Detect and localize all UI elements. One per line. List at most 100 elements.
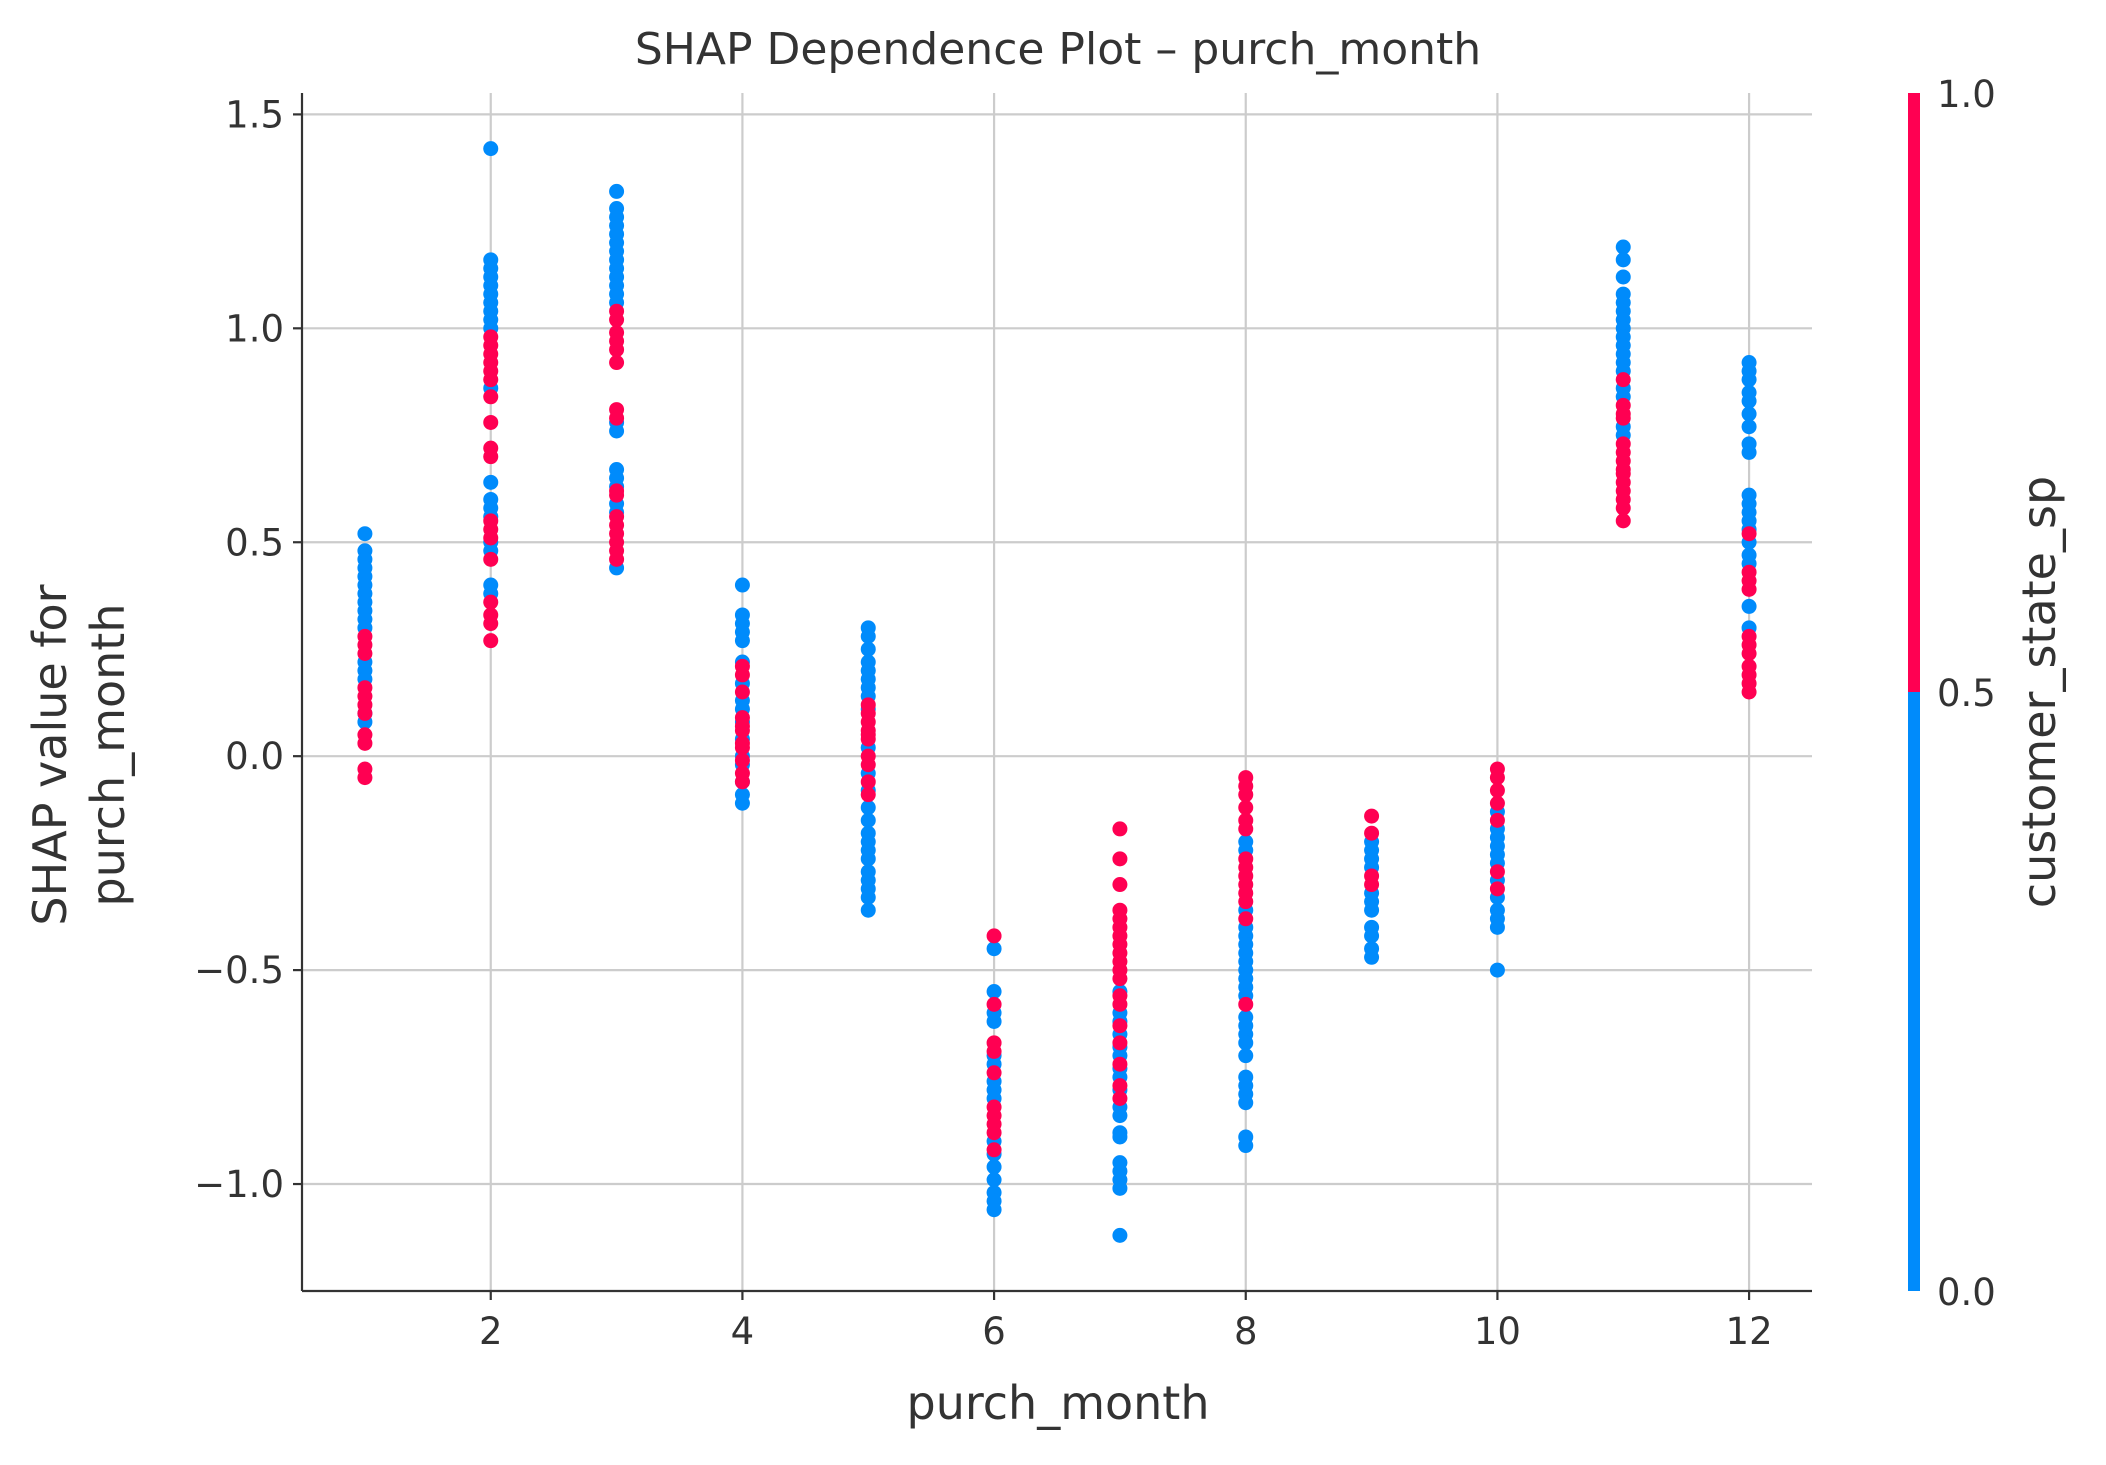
data-point <box>357 645 373 661</box>
data-point <box>483 633 499 649</box>
x-tick-label: 8 <box>1234 1310 1258 1353</box>
data-point <box>1238 787 1254 803</box>
data-point <box>1489 864 1505 880</box>
data-point <box>1112 996 1128 1012</box>
data-point <box>734 752 750 768</box>
data-point <box>860 628 876 644</box>
x-tick-label: 4 <box>731 1310 755 1353</box>
data-point <box>860 774 876 790</box>
data-point <box>734 774 750 790</box>
data-point <box>357 735 373 751</box>
data-point <box>860 812 876 828</box>
data-point <box>1489 795 1505 811</box>
data-point <box>1112 851 1128 867</box>
data-point <box>1615 269 1631 285</box>
data-point <box>1112 1180 1128 1196</box>
data-point <box>734 740 750 756</box>
x-tick-label: 2 <box>479 1310 503 1353</box>
data-point <box>860 641 876 657</box>
data-point <box>1112 1090 1128 1106</box>
data-point <box>609 312 625 328</box>
colorbar-tick-1: 0.5 <box>1937 672 1996 715</box>
data-point <box>1615 513 1631 529</box>
data-point <box>986 1013 1002 1029</box>
data-point <box>1615 252 1631 268</box>
x-tick-label: 10 <box>1474 1310 1521 1353</box>
data-point <box>483 372 499 388</box>
data-point <box>1615 410 1631 426</box>
data-point <box>1112 1056 1128 1072</box>
data-point <box>1112 1227 1128 1243</box>
data-point <box>1741 598 1757 614</box>
data-point <box>1489 881 1505 897</box>
data-point <box>483 594 499 610</box>
data-point <box>609 355 625 371</box>
data-point <box>1364 825 1380 841</box>
data-point <box>1741 581 1757 597</box>
data-point <box>986 1142 1002 1158</box>
data-point <box>1489 962 1505 978</box>
data-point <box>1112 1035 1128 1051</box>
axes <box>293 93 1812 1300</box>
data-point <box>1489 919 1505 935</box>
data-point <box>483 389 499 405</box>
data-point <box>1364 808 1380 824</box>
data-point <box>1238 996 1254 1012</box>
y-tick-label: 1.0 <box>225 307 284 350</box>
data-point <box>357 705 373 721</box>
data-point <box>483 474 499 490</box>
data-point <box>609 551 625 567</box>
data-points <box>357 141 1757 1243</box>
data-point <box>1238 800 1254 816</box>
data-point <box>986 1043 1002 1059</box>
y-tick-label: 0.0 <box>225 735 284 778</box>
y-tick-label: −0.5 <box>194 949 284 992</box>
data-point <box>860 851 876 867</box>
data-point <box>1741 645 1757 661</box>
x-axis-label: purch_month <box>907 1376 1210 1430</box>
x-tick-label: 6 <box>982 1310 1006 1353</box>
data-point <box>986 984 1002 999</box>
data-point <box>1364 902 1380 918</box>
data-point <box>1489 770 1505 786</box>
data-point <box>1741 372 1757 388</box>
data-point <box>1741 526 1757 542</box>
data-point <box>1112 821 1128 837</box>
data-point <box>734 633 750 649</box>
data-point <box>1615 372 1631 388</box>
y-axis-label-line-2: purch_month <box>81 604 135 907</box>
colorbar-gradient <box>1908 93 1920 1291</box>
y-axis-label-line-1: SHAP value for <box>23 584 77 925</box>
data-point <box>734 667 750 683</box>
data-point <box>1238 1095 1254 1111</box>
data-point <box>1112 1108 1128 1124</box>
data-point <box>1489 812 1505 828</box>
data-point <box>734 795 750 811</box>
data-point <box>483 551 499 567</box>
data-point <box>734 577 750 593</box>
series <box>1615 372 1757 700</box>
data-point <box>986 996 1002 1012</box>
data-point <box>357 770 373 786</box>
colorbar-tick-2: 1.0 <box>1937 73 1996 116</box>
y-tick-label: 1.5 <box>225 93 284 136</box>
data-point <box>860 731 876 747</box>
grid <box>302 93 1812 1291</box>
data-point <box>1238 821 1254 837</box>
data-point <box>1741 444 1757 460</box>
data-point <box>986 1125 1002 1141</box>
data-point <box>483 616 499 632</box>
data-point <box>734 723 750 739</box>
data-point <box>1489 782 1505 798</box>
data-point <box>609 410 625 426</box>
data-point <box>609 183 625 199</box>
data-point <box>1112 1078 1128 1094</box>
y-tick-label: 0.5 <box>225 521 284 564</box>
data-point <box>1238 1048 1254 1064</box>
data-point <box>1364 877 1380 893</box>
data-point <box>1112 971 1128 987</box>
data-point <box>1112 1129 1128 1145</box>
data-point <box>609 487 625 503</box>
y-axis-label: SHAP value for purch_month <box>23 584 135 925</box>
